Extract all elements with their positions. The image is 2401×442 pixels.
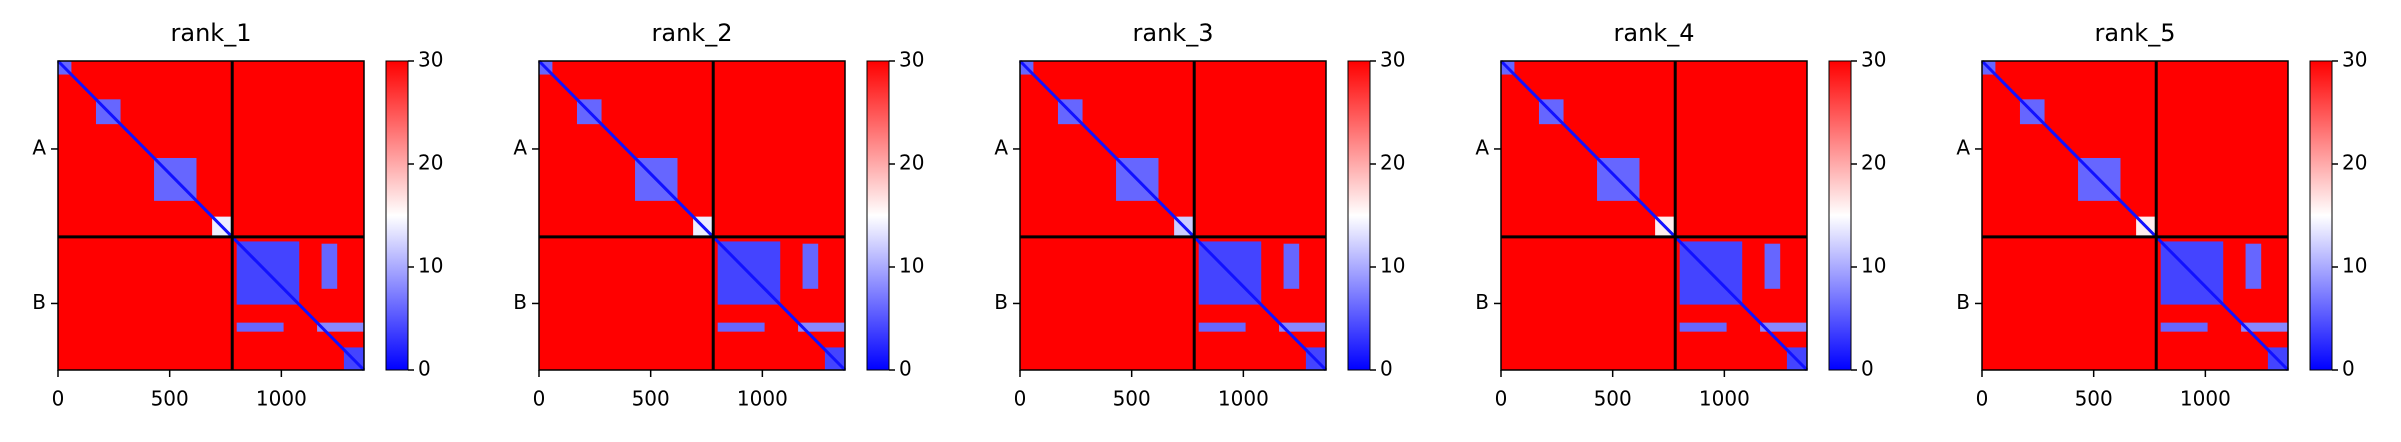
- heatmap-block: [1198, 322, 1246, 332]
- heatmap-block: [717, 322, 765, 332]
- x-tick-label: 500: [632, 387, 670, 411]
- colorbar: [866, 60, 890, 371]
- heatmap-block: [2245, 243, 2262, 289]
- diagonal: [537, 59, 847, 372]
- heatmap-block: [798, 322, 845, 332]
- y-tick-label: A: [513, 135, 527, 159]
- x-tick-label: 500: [2075, 387, 2113, 411]
- colorbar-tick-label: 0: [1380, 357, 1393, 381]
- x-tick-label: 0: [533, 387, 546, 411]
- colorbar-tick-label: 20: [2342, 151, 2367, 175]
- colorbar-tick-label: 30: [418, 48, 443, 72]
- colorbar-tick-label: 10: [899, 254, 924, 278]
- heatmap-block: [2241, 322, 2288, 332]
- colorbar-tick-label: 10: [418, 254, 443, 278]
- colorbar-tick-label: 0: [1861, 357, 1874, 381]
- plot-frame: [1500, 60, 1808, 371]
- heatmap-block: [317, 322, 364, 332]
- colorbar-tick-label: 10: [2342, 254, 2367, 278]
- heatmap-block: [2160, 322, 2208, 332]
- colorbar-tick-label: 0: [418, 357, 431, 381]
- panel-title: rank_5: [2095, 19, 2176, 47]
- heatmap-block: [802, 243, 819, 289]
- colorbar: [1828, 60, 1852, 371]
- panel-title: rank_2: [652, 19, 733, 47]
- colorbar-tick-label: 10: [1861, 254, 1886, 278]
- x-tick-label: 1000: [256, 387, 307, 411]
- plot-frame: [538, 60, 846, 371]
- x-tick-label: 500: [151, 387, 189, 411]
- x-tick-label: 500: [1113, 387, 1151, 411]
- heatmap-block: [321, 243, 338, 289]
- heatmap-block: [236, 322, 284, 332]
- heatmap-block: [1679, 322, 1727, 332]
- x-tick-label: 1000: [1218, 387, 1269, 411]
- y-tick-label: B: [1475, 290, 1489, 314]
- x-tick-label: 0: [1014, 387, 1027, 411]
- x-tick-label: 1000: [737, 387, 788, 411]
- plot-frame: [57, 60, 365, 371]
- colorbar-tick-label: 20: [418, 151, 443, 175]
- x-tick-label: 500: [1594, 387, 1632, 411]
- colorbar-tick-label: 30: [899, 48, 924, 72]
- heatmap-block: [1764, 243, 1781, 289]
- colorbar: [1347, 60, 1371, 371]
- y-tick-label: B: [1956, 290, 1970, 314]
- x-tick-label: 0: [1976, 387, 1989, 411]
- panel-title: rank_3: [1133, 19, 1214, 47]
- colorbar-tick-label: 20: [1861, 151, 1886, 175]
- heatmap-block: [1760, 322, 1807, 332]
- plot-frame: [1981, 60, 2289, 371]
- colorbar-tick-label: 10: [1380, 254, 1405, 278]
- colorbar-tick-label: 30: [2342, 48, 2367, 72]
- y-tick-label: B: [513, 290, 527, 314]
- colorbar-tick-label: 30: [1861, 48, 1886, 72]
- x-tick-label: 0: [52, 387, 65, 411]
- y-tick-label: A: [994, 135, 1008, 159]
- x-tick-label: 1000: [1699, 387, 1750, 411]
- colorbar-tick-label: 0: [2342, 357, 2355, 381]
- colorbar: [2309, 60, 2333, 371]
- panel-title: rank_4: [1614, 19, 1695, 47]
- y-tick-label: B: [32, 290, 46, 314]
- colorbar-tick-label: 0: [899, 357, 912, 381]
- y-tick-label: A: [1956, 135, 1970, 159]
- colorbar-tick-label: 30: [1380, 48, 1405, 72]
- heatmap-block: [1279, 322, 1326, 332]
- diagonal: [1980, 59, 2290, 372]
- colorbar-tick-label: 20: [1380, 151, 1405, 175]
- diagonal: [56, 59, 366, 372]
- diagonal: [1018, 59, 1328, 372]
- panel-title: rank_1: [171, 19, 252, 47]
- x-tick-label: 1000: [2180, 387, 2231, 411]
- colorbar: [385, 60, 409, 371]
- y-tick-label: A: [32, 135, 46, 159]
- heatmap-block: [1283, 243, 1300, 289]
- x-tick-label: 0: [1495, 387, 1508, 411]
- y-tick-label: A: [1475, 135, 1489, 159]
- plot-frame: [1019, 60, 1327, 371]
- diagonal: [1499, 59, 1809, 372]
- colorbar-tick-label: 20: [899, 151, 924, 175]
- y-tick-label: B: [994, 290, 1008, 314]
